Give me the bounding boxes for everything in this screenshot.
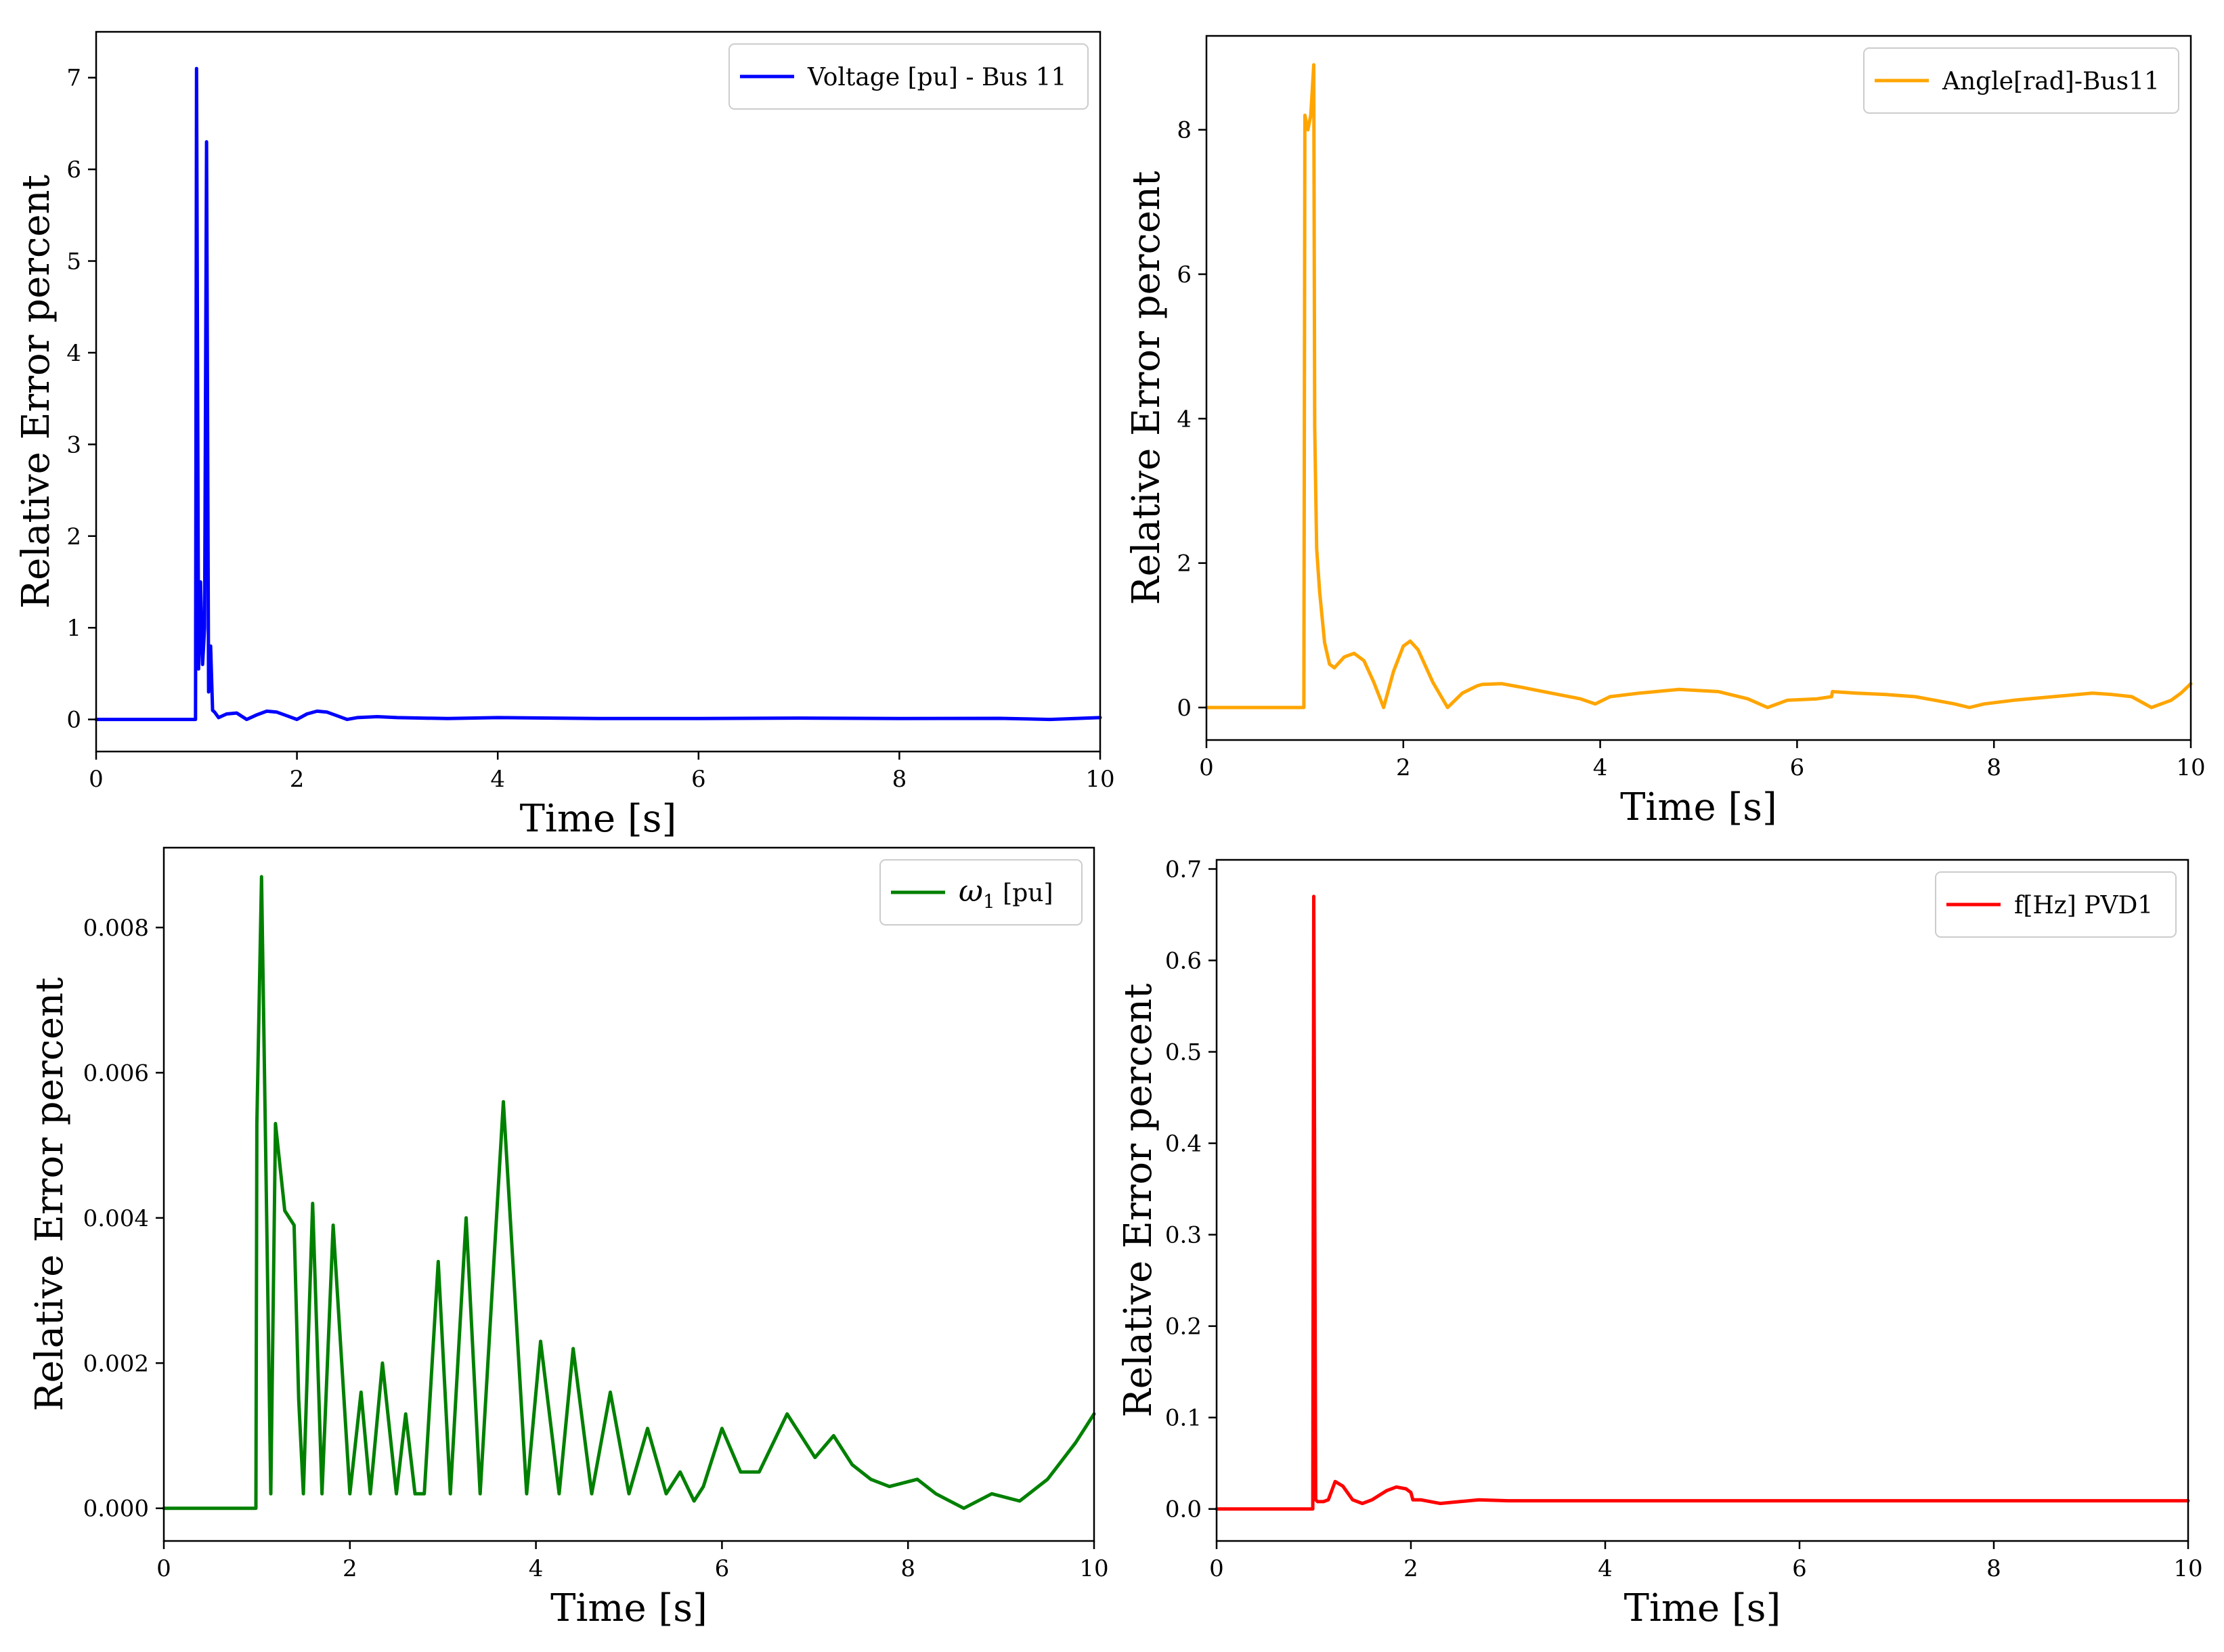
- y-tick-label: 0.5: [1165, 1039, 1202, 1066]
- y-tick-label: 0.6: [1165, 948, 1202, 975]
- legend: f[Hz] PVD1: [1935, 871, 2177, 938]
- x-tick-label: 0: [1209, 1555, 1224, 1582]
- x-tick-label: 2: [1403, 1555, 1418, 1582]
- y-tick-label: 0.4: [1165, 1131, 1202, 1158]
- legend: Voltage [pu] - Bus 11: [728, 43, 1089, 110]
- x-tick-label: 2: [290, 766, 305, 793]
- legend-label: ω1 [pu]: [959, 874, 1053, 913]
- x-tick-label: 0: [1199, 754, 1214, 781]
- y-tick-label: 6: [66, 156, 81, 183]
- x-tick-label: 0: [156, 1555, 171, 1582]
- chart-panel-3: 0 2 4 6 8 10 0.000 0.002 0.004 0.006 0.008 Time [s]…: [28, 846, 1109, 1630]
- y-tick-label: 4: [66, 340, 81, 367]
- y-tick-label: 2: [1177, 550, 1192, 578]
- x-tick-label: 8: [892, 766, 907, 793]
- series-line: [94, 66, 1102, 722]
- chart-panel-2: 0 2 4 6 8 10 0 2 4 6 8 Time [s] Relative Error perce…: [1125, 35, 2206, 829]
- legend-box: [1935, 871, 2177, 938]
- x-tick-label: 2: [343, 1555, 357, 1582]
- x-tick-label: 10: [1079, 1555, 1108, 1582]
- y-axis-label: Relative Error percent: [1125, 171, 1169, 605]
- y-axis-label: Relative Error percent: [14, 174, 58, 609]
- legend-box: [1863, 47, 2179, 114]
- y-axis-label: Relative Error percent: [28, 977, 72, 1412]
- x-tick-label: 10: [2176, 754, 2205, 781]
- x-tick-label: 4: [1593, 754, 1608, 781]
- x-tick-label: 6: [1790, 754, 1805, 781]
- y-tick-label: 8: [1177, 117, 1192, 144]
- x-tick-label: 2: [1396, 754, 1411, 781]
- y-tick-label: 0: [66, 707, 81, 734]
- y-tick-label: 0.006: [83, 1060, 149, 1087]
- y-axis-label: Relative Error percent: [1116, 983, 1160, 1418]
- axes-frame: [1205, 35, 2192, 741]
- x-axis-label: Time [s]: [1624, 1586, 1781, 1630]
- x-tick-label: 8: [1986, 754, 2001, 781]
- x-tick-label: 10: [1085, 766, 1114, 793]
- y-tick-label: 0.004: [83, 1205, 149, 1232]
- axes-frame: [162, 846, 1095, 1542]
- y-tick-label: 0.002: [83, 1350, 149, 1377]
- y-tick-label: 1: [66, 615, 81, 642]
- y-tick-label: 3: [66, 431, 81, 458]
- x-axis-label: Time [s]: [1620, 785, 1777, 829]
- chart-panel-4: 0 2 4 6 8 10 0.0 0.1 0.2 0.3 0.4 0.5 0.6 0.7 Time [s] R…: [1116, 856, 2203, 1630]
- chart-panel-1: 0 2 4 6 8 10 0 1 2 3 4 5 6 7 Time [s] Relative Error pe…: [14, 30, 1115, 841]
- x-tick-label: 4: [1598, 1555, 1613, 1582]
- y-tick-label: 2: [66, 523, 81, 550]
- x-tick-label: 4: [529, 1555, 544, 1582]
- y-tick-label: 7: [66, 65, 81, 92]
- x-tick-label: 6: [715, 1555, 730, 1582]
- legend-box: [879, 859, 1083, 926]
- y-tick-label: 0: [1177, 695, 1192, 722]
- y-tick-label: 6: [1177, 261, 1192, 288]
- x-tick-label: 0: [89, 766, 104, 793]
- legend: ω1 [pu]: [879, 859, 1083, 926]
- legend-label: Voltage [pu] - Bus 11: [807, 64, 1066, 91]
- legend-label: f[Hz] PVD1: [2014, 892, 2153, 919]
- y-tick-label: 0.3: [1165, 1222, 1202, 1249]
- series-line: [162, 875, 1096, 1510]
- axes-frame: [1215, 858, 2189, 1542]
- x-tick-label: 8: [1986, 1555, 2001, 1582]
- y-tick-label: 0.1: [1165, 1405, 1202, 1432]
- x-tick-label: 8: [900, 1555, 915, 1582]
- y-tick-label: 0.7: [1165, 856, 1202, 884]
- axes-frame: [95, 30, 1102, 753]
- y-tick-label: 5: [66, 248, 81, 276]
- legend-box: [728, 43, 1089, 110]
- legend-label: Angle[rad]-Bus11: [1942, 68, 2160, 95]
- series-line: [1215, 894, 2190, 1511]
- y-tick-label: 0.008: [83, 915, 149, 942]
- x-axis-label: Time [s]: [550, 1586, 707, 1630]
- legend: Angle[rad]-Bus11: [1863, 47, 2179, 114]
- x-axis-label: Time [s]: [520, 797, 677, 841]
- x-tick-label: 6: [691, 766, 706, 793]
- series-line: [1204, 63, 2193, 710]
- x-tick-label: 10: [2173, 1555, 2202, 1582]
- y-tick-label: 0.0: [1165, 1496, 1202, 1523]
- y-tick-label: 0.000: [83, 1496, 149, 1523]
- x-tick-label: 4: [490, 766, 505, 793]
- y-tick-label: 0.2: [1165, 1313, 1202, 1341]
- y-tick-label: 4: [1177, 406, 1192, 433]
- x-tick-label: 6: [1792, 1555, 1807, 1582]
